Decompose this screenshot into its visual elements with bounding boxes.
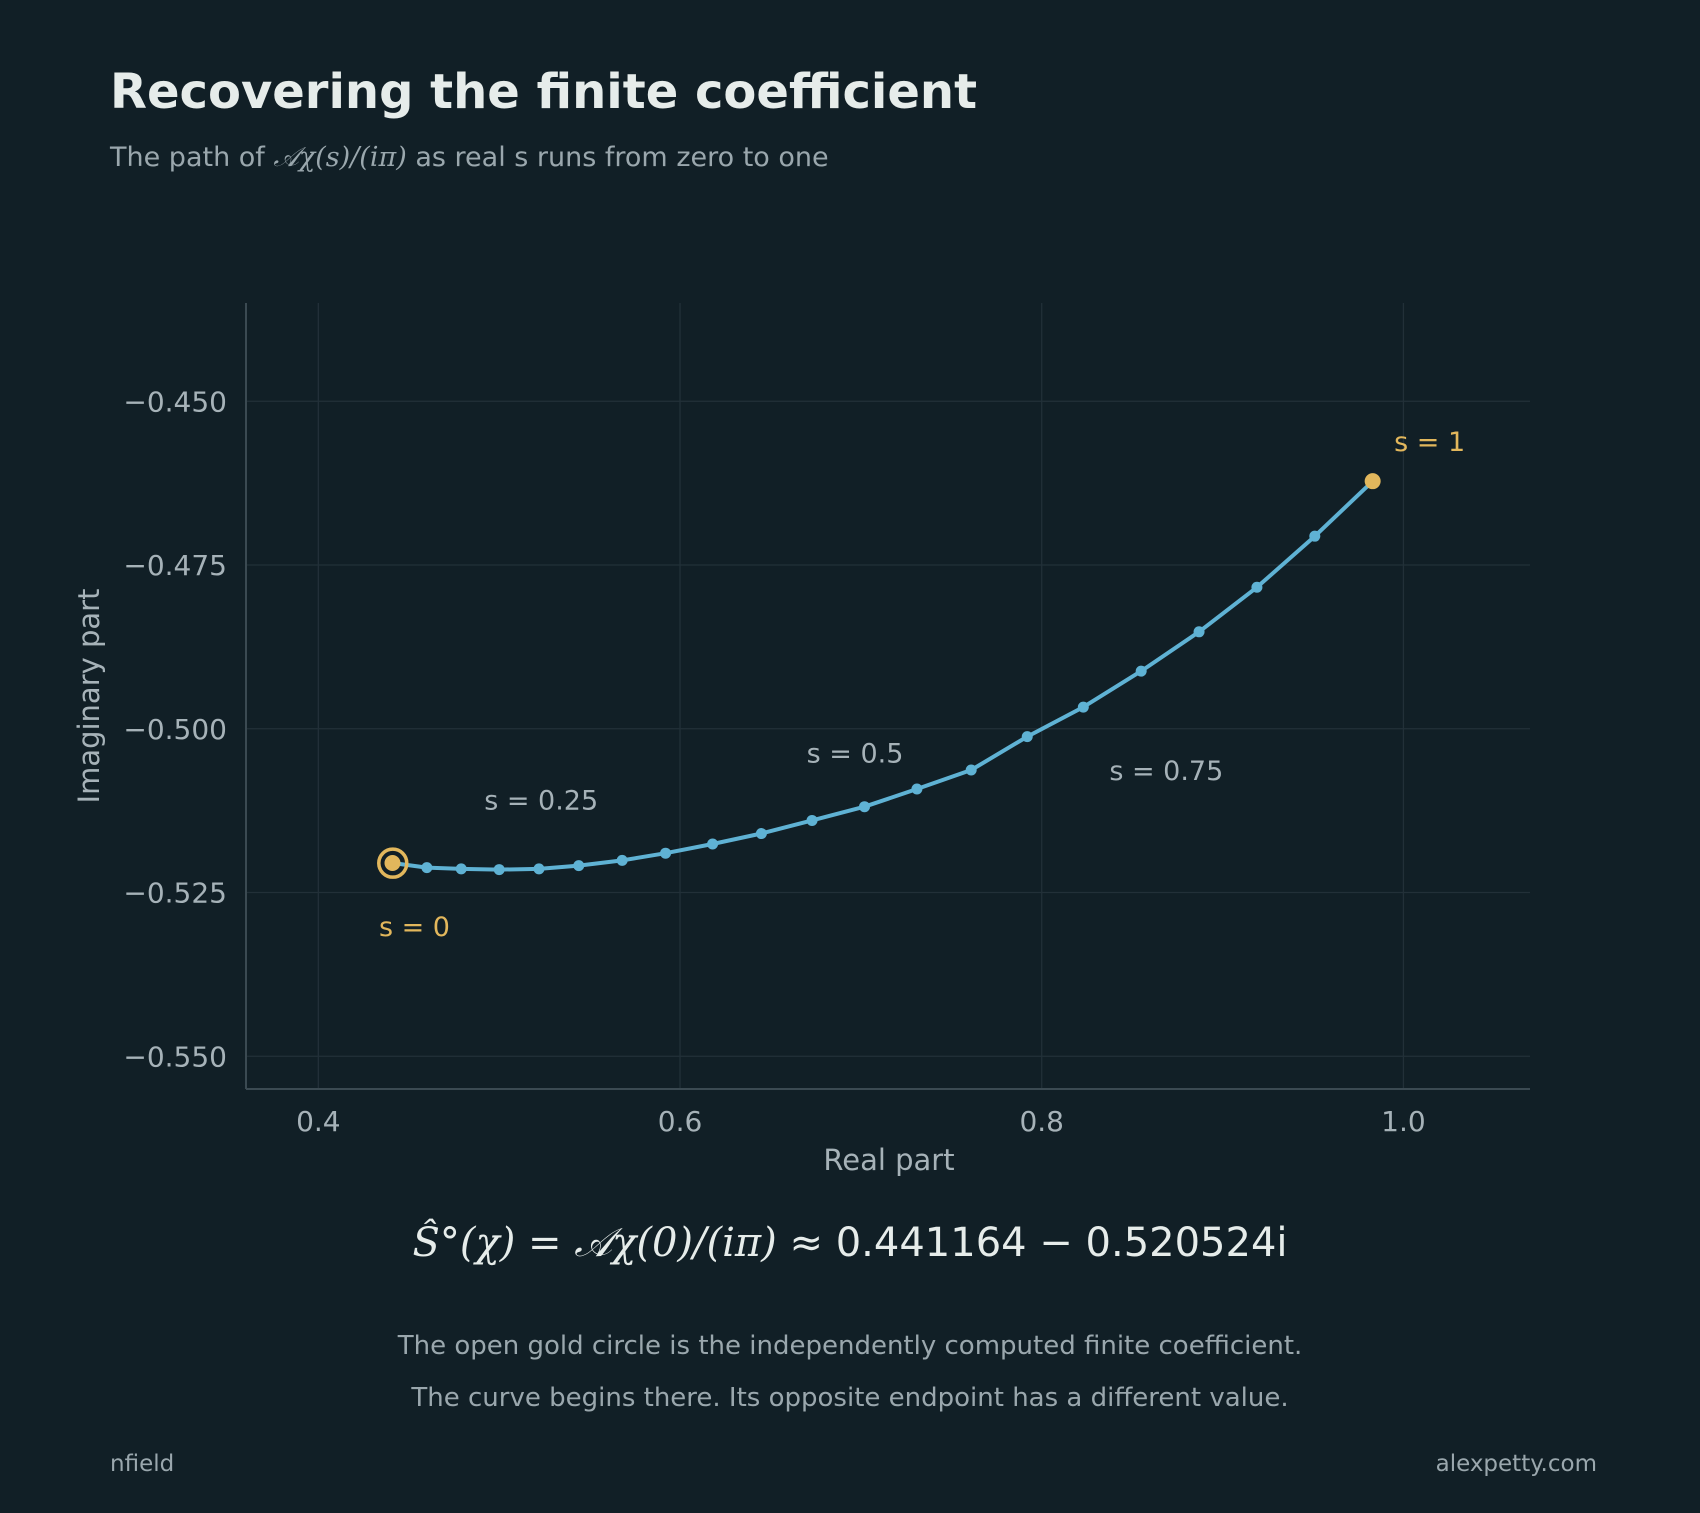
data-point <box>911 783 923 795</box>
note-line-1: The open gold circle is the independentl… <box>397 1331 1303 1361</box>
y-tick-label: −0.550 <box>123 1040 227 1073</box>
data-point <box>806 814 818 826</box>
y-tick-label: −0.450 <box>123 385 227 418</box>
data-point <box>1309 530 1321 542</box>
end-point-marker <box>1364 473 1381 490</box>
data-point <box>1077 701 1089 713</box>
data-point <box>493 864 505 876</box>
series-points <box>421 530 1321 876</box>
subtitle-prefix: The path of <box>109 142 273 173</box>
annotation-label: s = 1 <box>1394 427 1465 458</box>
data-point <box>421 862 433 874</box>
annotation-label: s = 0.5 <box>807 738 904 769</box>
data-point <box>1021 731 1033 743</box>
footer-right: alexpetty.com <box>1436 1451 1597 1477</box>
formula-lhs: Ŝ°(χ) = <box>412 1219 574 1266</box>
data-point <box>660 847 672 859</box>
y-tick-label: −0.475 <box>123 549 227 582</box>
data-point <box>455 863 467 875</box>
x-tick-label: 0.6 <box>658 1105 703 1138</box>
annotation-label: s = 0.25 <box>484 786 598 817</box>
subtitle-suffix: as real s runs from zero to one <box>407 142 829 173</box>
x-tick-labels: 0.4 0.6 0.8 1.0 <box>296 1105 1426 1138</box>
x-tick-label: 1.0 <box>1381 1105 1426 1138</box>
data-point <box>533 863 545 875</box>
y-axis-label: Imaginary part <box>72 589 106 804</box>
y-tick-labels: −0.450 −0.475 −0.500 −0.525 −0.550 <box>123 385 227 1073</box>
data-point <box>1135 665 1147 677</box>
start-point-marker <box>384 855 401 872</box>
grid-lines <box>246 303 1530 1089</box>
data-point <box>1193 626 1205 638</box>
plot-area: 0.4 0.6 0.8 1.0 −0.450−0.475−0.500−0.525−0.… <box>123 303 1530 1138</box>
x-tick-label: 0.4 <box>296 1105 341 1138</box>
footer-left: nfield <box>110 1451 174 1477</box>
data-point <box>573 860 585 872</box>
data-point <box>616 854 628 866</box>
chart-title: Recovering the finite coefficient <box>110 64 977 120</box>
annotation-label: s = 0 <box>379 912 450 943</box>
data-point <box>755 828 767 840</box>
data-point <box>707 838 719 850</box>
subtitle-math: 𝒜χ(s)/(iπ) <box>273 142 406 173</box>
annotation-label: s = 0.75 <box>1109 756 1223 787</box>
x-axis-label: Real part <box>823 1143 954 1177</box>
formula: Ŝ°(χ) = 𝒜χ(0)/(iπ) ≈ 0.441164 − 0.520524… <box>412 1219 1287 1266</box>
curve-annotations: s = 0 s = 0.25 s = 0.5 s = 0.75 s = 1 <box>379 427 1465 943</box>
data-point <box>1251 581 1263 593</box>
formula-rhs: ≈ 0.441164 − 0.520524i <box>777 1220 1288 1266</box>
note-line-2: The curve begins there. Its opposite end… <box>410 1383 1288 1413</box>
y-tick-label: −0.500 <box>123 713 227 746</box>
finite-coefficient-open-circle <box>377 847 409 879</box>
data-point <box>858 801 870 813</box>
x-tick-label: 0.8 <box>1019 1105 1064 1138</box>
chart-subtitle: The path of 𝒜χ(s)/(iπ) as real s runs fr… <box>109 142 829 173</box>
data-point <box>965 764 977 776</box>
formula-mid: 𝒜χ(0)/(iπ) <box>574 1220 777 1266</box>
y-tick-label: −0.525 <box>123 877 227 910</box>
